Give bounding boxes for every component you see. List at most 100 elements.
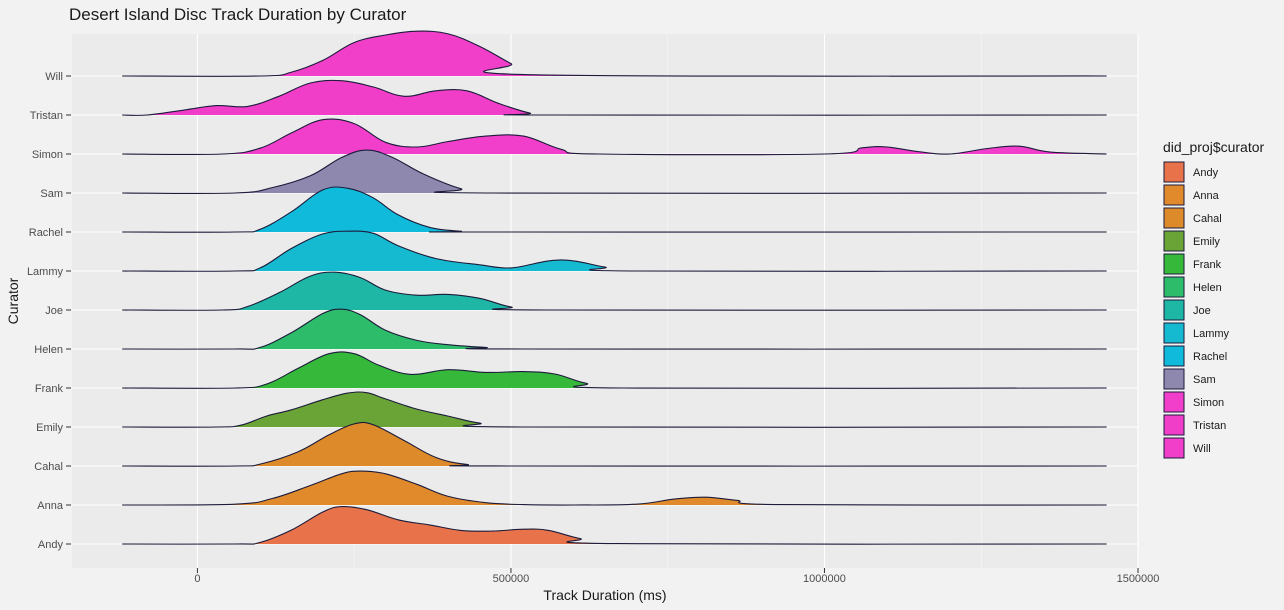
ridge-lammy <box>122 230 1107 272</box>
x-tick-label: 1500000 <box>1117 573 1160 585</box>
legend-item-frank: Frank <box>1163 253 1222 275</box>
legend-item-joe: Joe <box>1163 299 1211 321</box>
ridge-outline-anna <box>122 470 1107 506</box>
plot-panel <box>72 34 1138 568</box>
y-tick-label: Cahal <box>34 461 63 473</box>
legend-item-tristan: Tristan <box>1163 414 1226 436</box>
ridge-outline-andy <box>122 505 1107 545</box>
legend-label: Emily <box>1193 236 1220 248</box>
y-tick-label: Rachel <box>29 227 63 239</box>
y-tick-label: Will <box>45 71 63 83</box>
legend-label: Cahal <box>1193 213 1222 225</box>
legend-swatch <box>1163 230 1185 252</box>
x-axis-title: Track Duration (ms) <box>543 587 666 603</box>
ridge-tristan <box>122 79 1107 116</box>
x-tick-label: 1000000 <box>803 573 846 585</box>
legend-label: Anna <box>1193 190 1220 202</box>
legend-label: Helen <box>1193 282 1222 294</box>
ridge-fill-cahal <box>122 422 1107 467</box>
legend-item-cahal: Cahal <box>1163 207 1222 229</box>
ridge-will <box>122 30 1107 77</box>
ridge-anna <box>122 470 1107 506</box>
ridge-fill-will <box>122 31 1107 77</box>
legend-item-emily: Emily <box>1163 230 1220 252</box>
y-tick-label: Tristan <box>30 110 63 122</box>
legend-item-simon: Simon <box>1163 391 1224 413</box>
y-axis-title: Curator <box>5 277 21 324</box>
legend-label: Rachel <box>1193 351 1227 363</box>
x-tick-label: 0 <box>194 573 200 585</box>
y-tick-label: Emily <box>36 422 63 434</box>
y-tick-label: Sam <box>40 188 63 200</box>
legend-swatch <box>1163 184 1185 206</box>
y-tick-label: Simon <box>32 149 63 161</box>
ridge-fill-simon <box>122 119 1107 155</box>
legend-swatch <box>1163 322 1185 344</box>
legend-swatch <box>1163 299 1185 321</box>
legend-swatch <box>1163 437 1185 459</box>
ridge-joe <box>122 271 1107 311</box>
legend-label: Will <box>1193 443 1211 455</box>
legend-item-anna: Anna <box>1163 184 1220 206</box>
legend-item-sam: Sam <box>1163 368 1216 390</box>
legend-label: Lammy <box>1193 328 1230 340</box>
y-tick-label: Anna <box>37 500 64 512</box>
legend-swatch <box>1163 276 1185 298</box>
ridge-outline-tristan <box>122 79 1107 116</box>
y-tick-label: Frank <box>35 383 64 395</box>
ridge-fill-anna <box>122 471 1107 506</box>
ridge-outline-joe <box>122 271 1107 311</box>
legend-label: Andy <box>1193 167 1219 179</box>
legend-label: Joe <box>1193 305 1211 317</box>
ridge-outline-emily <box>122 391 1107 428</box>
x-axis-ticks: 0 500000 1000000 1500000 <box>194 568 1159 585</box>
ridge-sam <box>122 149 1107 194</box>
legend: did_proj$curator Andy Anna Cahal Emily Frank… <box>1163 139 1265 459</box>
legend-swatch <box>1163 161 1185 183</box>
ridge-fill-helen <box>122 309 1107 350</box>
ridge-outline-rachel <box>122 186 1107 233</box>
legend-swatch <box>1163 207 1185 229</box>
ridge-emily <box>122 391 1107 428</box>
ridge-simon <box>122 118 1107 156</box>
ridge-outline-frank <box>122 351 1107 389</box>
legend-item-will: Will <box>1163 437 1211 459</box>
legend-label: Tristan <box>1193 420 1226 432</box>
ridge-outline-sam <box>122 149 1107 194</box>
legend-label: Simon <box>1193 397 1224 409</box>
legend-swatch <box>1163 253 1185 275</box>
y-tick-label: Helen <box>34 344 63 356</box>
ridge-fill-frank <box>122 351 1107 389</box>
legend-label: Sam <box>1193 374 1216 386</box>
legend-swatch <box>1163 368 1185 390</box>
y-tick-label: Andy <box>38 539 64 551</box>
ridge-outline-cahal <box>122 421 1107 467</box>
y-axis-ticks: Andy Anna Cahal Emily Frank Helen Joe Lammy Rach… <box>27 71 71 551</box>
legend-label: Frank <box>1193 259 1222 271</box>
y-tick-label: Lammy <box>27 266 64 278</box>
legend-swatch <box>1163 391 1185 413</box>
ridge-frank <box>122 351 1107 389</box>
ridge-outline-simon <box>122 118 1107 156</box>
ridge-outline-will <box>122 30 1107 77</box>
ridge-fill-rachel <box>122 186 1107 233</box>
ridge-fill-emily <box>122 391 1107 428</box>
ridge-rachel <box>122 186 1107 233</box>
ridge-fill-lammy <box>122 231 1107 272</box>
legend-title: did_proj$curator <box>1163 139 1265 155</box>
ridge-outline-lammy <box>122 230 1107 272</box>
legend-swatch <box>1163 345 1185 367</box>
ridges <box>122 30 1107 545</box>
legend-item-andy: Andy <box>1163 161 1219 183</box>
ridge-cahal <box>122 421 1107 467</box>
legend-item-rachel: Rachel <box>1163 345 1227 367</box>
chart-title: Desert Island Disc Track Duration by Cur… <box>69 5 407 24</box>
y-tick-label: Joe <box>45 305 63 317</box>
ridge-helen <box>122 308 1107 350</box>
ridge-fill-andy <box>122 506 1107 545</box>
x-tick-label: 500000 <box>493 573 530 585</box>
legend-swatch <box>1163 414 1185 436</box>
ridge-outline-helen <box>122 308 1107 350</box>
ridge-andy <box>122 505 1107 545</box>
